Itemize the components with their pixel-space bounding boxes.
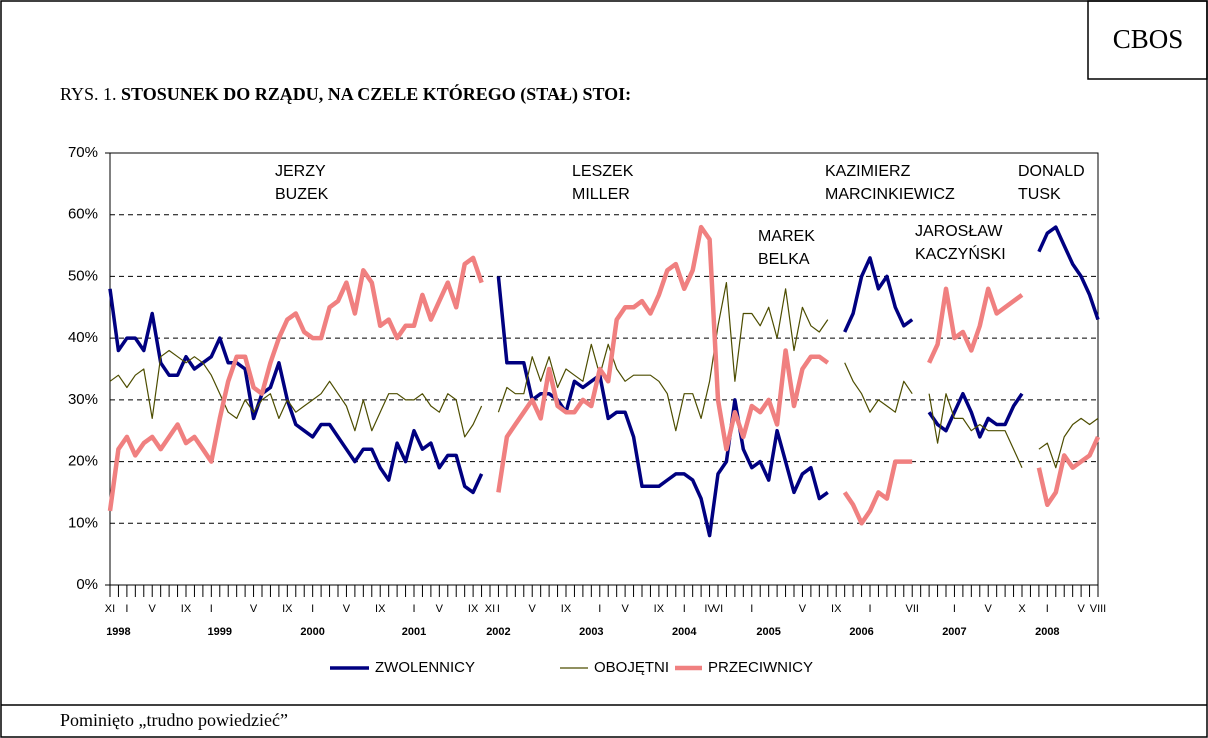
x-tick-label: IV xyxy=(704,603,715,615)
x-tick-label: V xyxy=(529,603,537,615)
x-tick-label: I xyxy=(311,603,314,615)
y-tick-label: 40% xyxy=(68,329,98,346)
x-tick-label: IX xyxy=(181,603,192,615)
y-tick-label: 0% xyxy=(76,576,98,593)
y-tick-label: 70% xyxy=(68,144,98,161)
footnote: Pominięto „trudno powiedzieć” xyxy=(60,710,288,730)
annotation: MARCINKIEWICZ xyxy=(825,186,955,203)
annotation: MAREK xyxy=(758,228,815,245)
annotation: KAZIMIERZ xyxy=(825,163,911,180)
annotation: BUZEK xyxy=(275,186,329,203)
x-tick-label: V xyxy=(621,603,629,615)
x-tick-label: IX xyxy=(468,603,479,615)
x-tick-label: IX xyxy=(282,603,293,615)
x-tick-label: V xyxy=(985,603,993,615)
year-label: 2000 xyxy=(300,626,324,638)
year-label: 2004 xyxy=(672,626,697,638)
y-tick-label: 10% xyxy=(68,514,98,531)
x-tick-label: V xyxy=(436,603,444,615)
chart-title: RYS. 1. STOSUNEK DO RZĄDU, NA CZELE KTÓR… xyxy=(60,83,631,105)
year-label: 2003 xyxy=(579,626,603,638)
annotation: DONALD xyxy=(1018,163,1085,180)
badge: CBOS xyxy=(1113,24,1184,54)
y-tick-label: 60% xyxy=(68,206,98,223)
x-tick-label: VI xyxy=(713,603,723,615)
title-text: STOSUNEK DO RZĄDU, NA CZELE KTÓREGO (STA… xyxy=(121,83,631,105)
year-label: 1998 xyxy=(106,626,130,638)
badge-box xyxy=(1087,0,1208,80)
year-label: 2001 xyxy=(402,626,426,638)
x-tick-label: I xyxy=(953,603,956,615)
annotation: LESZEK xyxy=(572,163,634,180)
legend-label: OBOJĘTNI xyxy=(594,659,669,676)
x-tick-label: I xyxy=(125,603,128,615)
annotation: JERZY xyxy=(275,163,326,180)
legend-label: ZWOLENNICY xyxy=(375,659,475,676)
x-tick-label: XI xyxy=(485,603,495,615)
annotation: TUSK xyxy=(1018,186,1061,203)
year-label: 1999 xyxy=(208,626,232,638)
x-tick-label: I xyxy=(497,603,500,615)
year-label: 2006 xyxy=(849,626,873,638)
x-tick-label: V xyxy=(799,603,807,615)
x-tick-label: X xyxy=(1018,603,1026,615)
year-label: 2005 xyxy=(756,626,780,638)
x-tick-label: V xyxy=(1077,603,1085,615)
legend-label: PRZECIWNICY xyxy=(708,659,813,676)
series-line xyxy=(109,282,1099,469)
x-tick-label: I xyxy=(1046,603,1049,615)
x-tick-label: I xyxy=(750,603,753,615)
x-tick-label: IX xyxy=(375,603,386,615)
x-tick-label: IX xyxy=(561,603,572,615)
title-prefix: RYS. 1. xyxy=(60,84,117,104)
x-tick-label: I xyxy=(210,603,213,615)
year-label: 2008 xyxy=(1035,626,1059,638)
year-label: 2002 xyxy=(486,626,510,638)
x-tick-label: I xyxy=(598,603,601,615)
x-tick-label: I xyxy=(683,603,686,615)
y-tick-label: 20% xyxy=(68,453,98,470)
y-tick-label: 30% xyxy=(68,391,98,408)
x-tick-label: XI xyxy=(105,603,115,615)
x-tick-label: IX xyxy=(654,603,665,615)
x-tick-label: VII xyxy=(905,603,918,615)
annotation: JAROSŁAW xyxy=(915,223,1003,240)
series-line xyxy=(107,224,1101,526)
annotation: MILLER xyxy=(572,186,630,203)
x-tick-label: IX xyxy=(831,603,842,615)
series-line xyxy=(108,225,1100,538)
x-tick-label: V xyxy=(343,603,351,615)
x-tick-label: VIII xyxy=(1090,603,1107,615)
x-tick-label: V xyxy=(149,603,157,615)
year-label: 2007 xyxy=(942,626,966,638)
annotation: KACZYŃSKI xyxy=(915,244,1006,263)
plot-frame xyxy=(109,152,1099,586)
x-tick-label: I xyxy=(868,603,871,615)
x-tick-label: V xyxy=(250,603,258,615)
y-tick-label: 50% xyxy=(68,267,98,284)
annotation: BELKA xyxy=(758,251,810,268)
x-tick-label: I xyxy=(412,603,415,615)
